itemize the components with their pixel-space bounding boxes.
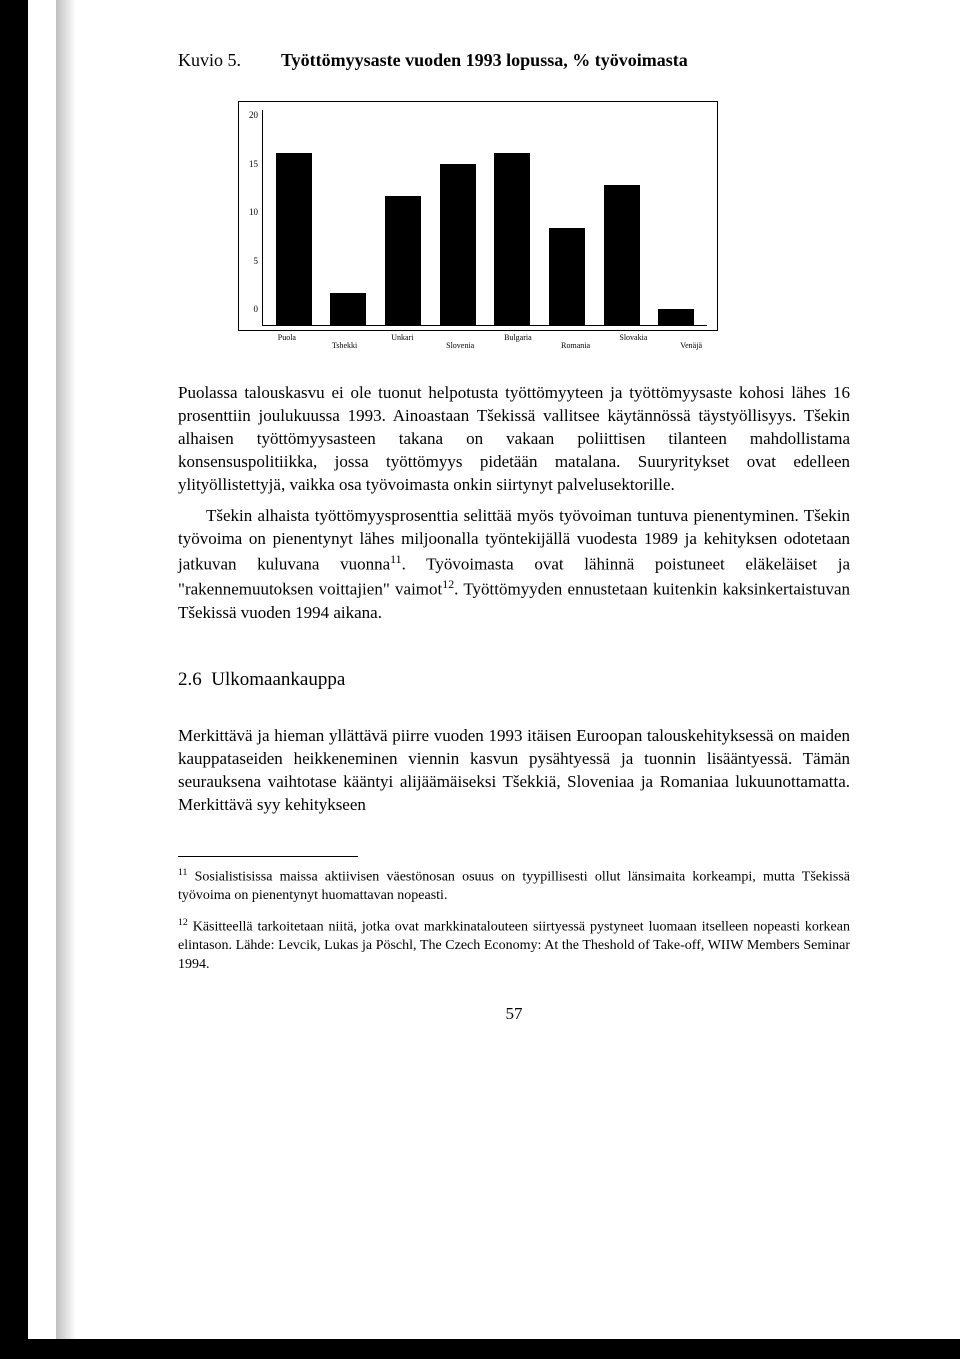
footnote-text: Käsitteellä tarkoitetaan niitä, jotka ov… [178,920,850,971]
bar [440,164,476,325]
ytick: 20 [249,110,258,120]
figure-header: Kuvio 5. Työttömyysaste vuoden 1993 lopu… [178,50,850,71]
page-number: 57 [178,1004,850,1024]
footnote-ref: 11 [390,552,401,566]
bar [330,293,366,325]
footnote-text: Sosialistisissa maissa aktiivisen väestö… [178,870,850,903]
section-number: 2.6 [178,669,202,690]
figure-label: Kuvio 5. [178,50,241,71]
figure-title: Työttömyysaste vuoden 1993 lopussa, % ty… [281,50,688,71]
x-label: Unkari [376,333,430,342]
ytick: 5 [249,256,258,266]
section-heading: 2.6 Ulkomaankauppa [178,669,850,691]
body-text: Merkittävä ja hieman yllättävä piirre vu… [178,725,850,817]
x-label: Venäjä [664,341,718,350]
footnote: 12 Käsitteellä tarkoitetaan niitä, jotka… [178,917,850,973]
footnotes: 11 Sosialistisissa maissa aktiivisen väe… [178,856,850,973]
section-title: Ulkomaankauppa [211,669,345,690]
footnote-separator [178,856,358,857]
x-label: Tshekki [318,341,372,350]
paragraph: Tšekin alhaista työttömyysprosenttia sel… [178,505,850,625]
bar [385,196,421,325]
bar [658,309,694,325]
chart-plot-frame: 20 15 10 5 0 [238,101,718,331]
scan-edge-bottom [28,1339,960,1359]
ytick: 15 [249,159,258,169]
x-label: Bulgaria [491,333,545,342]
document-page: Kuvio 5. Työttömyysaste vuoden 1993 lopu… [0,0,960,1359]
x-axis-labels: PuolaTshekkiUnkariSloveniaBulgariaRomani… [260,333,718,342]
bar [549,228,585,325]
bar [494,153,530,325]
x-label: Romania [549,341,603,350]
plot-area [262,110,707,326]
footnote-ref: 12 [442,577,454,591]
ytick: 10 [249,207,258,217]
x-label: Puola [260,333,314,342]
y-axis: 20 15 10 5 0 [249,110,262,326]
bar [276,153,312,325]
binding-shadow [56,0,76,1359]
x-label: Slovakia [607,333,661,342]
bar-chart: 20 15 10 5 0 PuolaTshekkiUnkariSloveniaB… [238,101,718,342]
footnote: 11 Sosialistisissa maissa aktiivisen väe… [178,867,850,905]
body-text: Puolassa talouskasvu ei ole tuonut helpo… [178,382,850,625]
paragraph: Puolassa talouskasvu ei ole tuonut helpo… [178,382,850,497]
x-label: Slovenia [433,341,487,350]
ytick: 0 [249,304,258,314]
bar [604,185,640,325]
footnote-number: 12 [178,917,188,928]
paragraph: Merkittävä ja hieman yllättävä piirre vu… [178,725,850,817]
